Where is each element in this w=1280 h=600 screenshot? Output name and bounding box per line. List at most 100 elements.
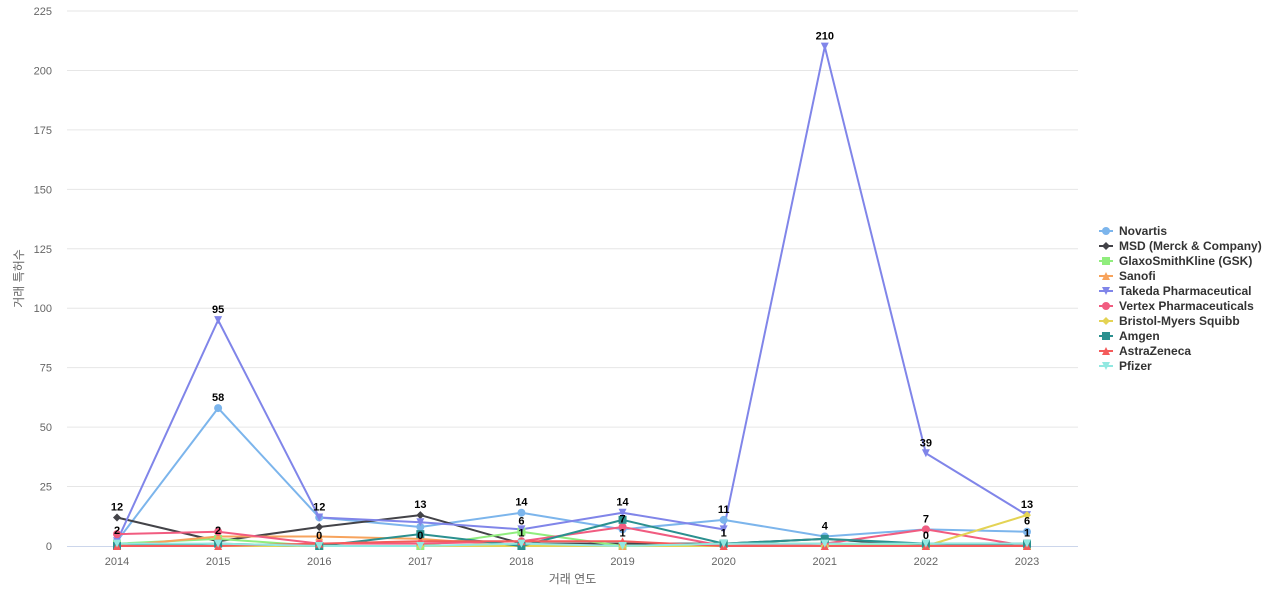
legend-item: Novartis — [1099, 224, 1167, 238]
series-point — [214, 539, 223, 548]
series-line — [116, 525, 1028, 547]
legend-label: Vertex Pharmaceuticals — [1119, 299, 1254, 313]
series-point — [214, 527, 223, 536]
data-label: 39 — [920, 437, 932, 449]
data-label: 13 — [414, 499, 426, 511]
data-label: 210 — [816, 31, 834, 43]
data-label: 11 — [718, 504, 730, 516]
data-label: 6 — [518, 516, 524, 528]
data-label: 14 — [515, 497, 528, 509]
legend-marker — [1102, 242, 1110, 250]
y-tick-label: 50 — [40, 422, 52, 434]
series-point — [315, 532, 324, 541]
series-point — [921, 449, 930, 458]
series-point — [517, 508, 526, 517]
x-tick-label: 2014 — [105, 556, 129, 568]
data-label: 0 — [923, 530, 929, 542]
series-point — [416, 522, 425, 531]
x-tick-label: 2017 — [408, 556, 432, 568]
data-label: 1 — [1024, 528, 1030, 540]
series-point — [113, 530, 121, 539]
data-label: 14 — [616, 497, 629, 509]
legend-item: Amgen — [1099, 329, 1160, 343]
series-point — [416, 530, 425, 539]
series-point — [719, 525, 728, 534]
legend-label: Bristol-Myers Squibb — [1119, 314, 1240, 328]
series-point — [517, 525, 526, 534]
legend-item: GlaxoSmithKline (GSK) — [1099, 254, 1252, 268]
series-point — [214, 532, 223, 541]
x-tick-label: 2016 — [307, 556, 331, 568]
series-point — [416, 518, 425, 527]
data-label: 12 — [111, 501, 123, 513]
legend-marker — [1102, 317, 1110, 325]
legend-label: Novartis — [1119, 224, 1167, 238]
y-tick-label: 175 — [34, 125, 52, 137]
series-lines — [116, 45, 1028, 547]
legend-item: AstraZeneca — [1099, 344, 1191, 358]
series-point — [719, 515, 728, 524]
x-tick-label: 2021 — [813, 556, 837, 568]
series-line — [116, 542, 1028, 547]
legend-item: Vertex Pharmaceuticals — [1099, 299, 1254, 313]
series-point — [921, 525, 930, 534]
legend-marker — [1102, 362, 1110, 370]
series-point — [1023, 539, 1031, 548]
data-label: 4 — [822, 520, 829, 532]
series-point — [820, 539, 829, 548]
data-label: 1 — [619, 528, 625, 540]
legend-item: Bristol-Myers Squibb — [1099, 314, 1240, 328]
y-tick-label: 150 — [34, 184, 52, 196]
data-label: 0 — [417, 530, 423, 542]
data-label: 2 — [114, 525, 120, 537]
data-label: 0 — [316, 530, 322, 542]
data-label: 7 — [923, 513, 929, 525]
legend-item: Takeda Pharmaceutical — [1099, 284, 1252, 298]
legend-label: Takeda Pharmaceutical — [1119, 284, 1252, 298]
data-label: 1 — [721, 528, 727, 540]
series-point — [618, 522, 627, 531]
series-point — [719, 539, 728, 548]
data-label: 58 — [212, 392, 224, 404]
legend-item: Sanofi — [1099, 269, 1156, 283]
data-label: 1 — [518, 528, 524, 540]
series-point — [416, 511, 425, 520]
data-label: 6 — [1024, 516, 1030, 528]
y-tick-label: 200 — [34, 65, 52, 77]
series-point — [1023, 511, 1031, 520]
y-tick-label: 225 — [34, 6, 52, 18]
series-point — [1023, 527, 1031, 536]
series-point — [214, 404, 223, 413]
series-markers — [113, 42, 1031, 550]
series-point — [315, 542, 324, 550]
data-label: 2 — [215, 525, 221, 537]
x-tick-label: 2015 — [206, 556, 230, 568]
legend-label: Amgen — [1119, 329, 1160, 343]
x-tick-label: 2023 — [1015, 556, 1039, 568]
legend-marker — [1102, 257, 1110, 265]
x-tick-label: 2019 — [610, 556, 634, 568]
legend-marker — [1102, 287, 1110, 295]
series-line — [116, 514, 1028, 547]
legend-item: Pfizer — [1099, 359, 1152, 373]
series-point — [820, 42, 829, 51]
series-point — [214, 316, 223, 325]
legend-label: Pfizer — [1119, 359, 1152, 373]
series-line — [116, 530, 1028, 547]
y-tick-label: 100 — [34, 303, 52, 315]
legend-marker — [1102, 332, 1110, 340]
series-point — [517, 539, 526, 548]
data-label: 12 — [313, 501, 325, 513]
series-point — [113, 539, 121, 548]
legend-label: AstraZeneca — [1119, 344, 1191, 358]
y-axis-title: 거래 특허수 — [12, 249, 26, 308]
legend-label: GlaxoSmithKline (GSK) — [1119, 254, 1252, 268]
series-point — [416, 542, 425, 550]
legend-marker — [1102, 347, 1110, 355]
y-tick-label: 25 — [40, 482, 52, 494]
series-line — [116, 45, 1028, 543]
